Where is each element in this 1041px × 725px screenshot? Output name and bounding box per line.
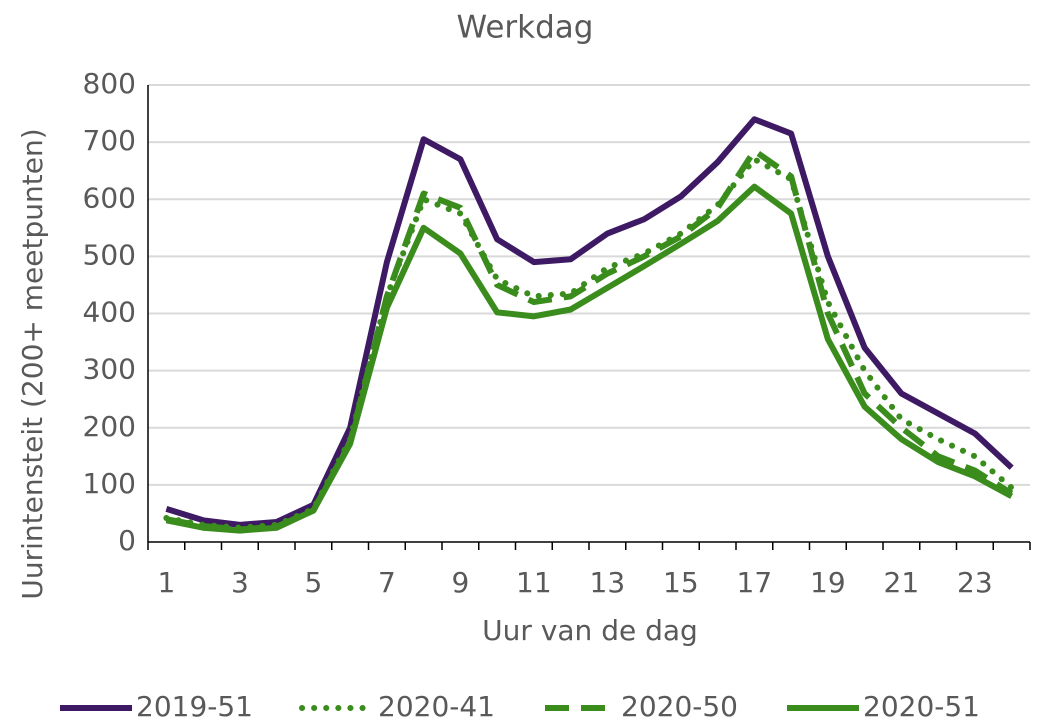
- x-tick-label: 9: [451, 566, 469, 599]
- y-tick-label: 500: [83, 238, 136, 271]
- x-tick-label: 3: [231, 566, 249, 599]
- x-tick-label: 7: [378, 566, 396, 599]
- y-axis-label: Uurintensteit (200+ meetpunten): [16, 128, 49, 599]
- y-tick-label: 0: [118, 524, 136, 557]
- x-tick-label: 17: [737, 566, 773, 599]
- x-tick-label: 13: [590, 566, 626, 599]
- data-line: [165, 116, 1014, 528]
- legend-label: 2020-50: [621, 690, 738, 723]
- x-tick-label: 1: [157, 566, 175, 599]
- legend-label: 2019-51: [136, 690, 253, 723]
- y-tick-label: 200: [83, 410, 136, 443]
- y-tick-label: 100: [83, 467, 136, 500]
- legend-label: 2020-41: [378, 690, 495, 723]
- x-tick-label: 21: [884, 566, 920, 599]
- x-tick-label: 11: [516, 566, 552, 599]
- data-line: [165, 147, 1014, 533]
- x-tick-label: 19: [810, 566, 846, 599]
- data-line: [165, 183, 1014, 534]
- y-tick-label: 400: [83, 296, 136, 329]
- x-axis-label: Uur van de dag: [482, 614, 698, 647]
- data-line: [163, 156, 1015, 531]
- y-tick-label: 300: [83, 353, 136, 386]
- x-tick-label: 15: [663, 566, 699, 599]
- y-tick-label: 800: [83, 67, 136, 100]
- x-tick-label: 23: [957, 566, 993, 599]
- chart-title: Werkdag: [457, 10, 594, 46]
- y-tick-label: 600: [83, 181, 136, 214]
- y-tick-label: 700: [83, 124, 136, 157]
- x-tick-label: 5: [304, 566, 322, 599]
- legend-label: 2020-51: [863, 690, 980, 723]
